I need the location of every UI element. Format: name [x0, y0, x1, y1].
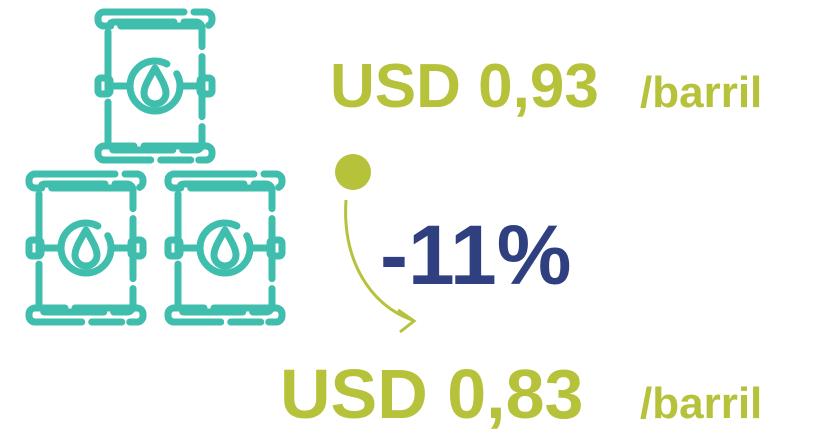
- start-dot: [335, 154, 371, 190]
- barrels-icon: [29, 12, 282, 322]
- barrel: [98, 12, 212, 160]
- bottom-unit: /barril: [640, 379, 762, 428]
- change-percent: -11%: [380, 208, 571, 302]
- bottom-amount: USD 0,83: [280, 355, 583, 433]
- top-unit: /barril: [640, 68, 762, 117]
- top-amount: USD 0,93: [330, 52, 599, 121]
- barrel: [168, 174, 282, 322]
- arrow-curve: [344, 199, 413, 322]
- arrow-head: [397, 308, 417, 334]
- barrel: [29, 174, 143, 322]
